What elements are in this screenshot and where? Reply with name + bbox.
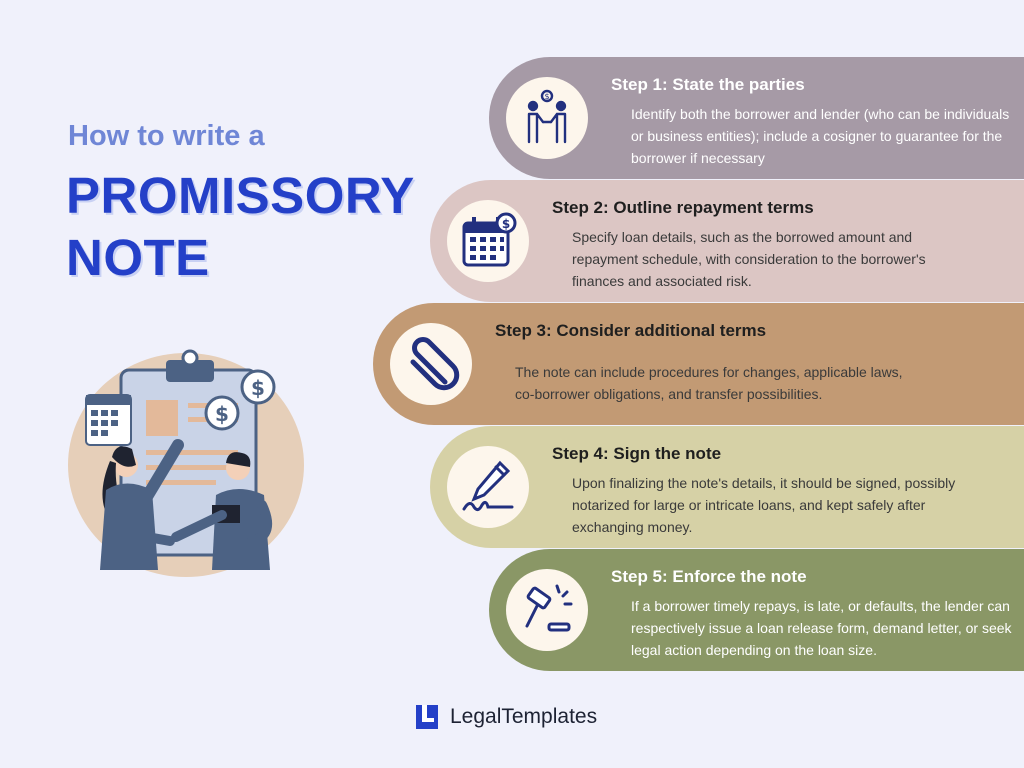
step-1-card: $ Step 1: State the parties Identify bot… bbox=[489, 57, 1024, 179]
paperclip-icon bbox=[410, 337, 460, 391]
pen-signature-icon bbox=[462, 460, 514, 512]
step-5-card: Step 5: Enforce the note If a borrower t… bbox=[489, 549, 1024, 671]
step-1-title: Step 1: State the parties bbox=[611, 75, 805, 94]
step-1-body: Identify both the borrower and lender (w… bbox=[631, 106, 1010, 166]
svg-text:$: $ bbox=[544, 92, 549, 101]
people-signing-illustration: $ $ bbox=[68, 349, 304, 577]
heading-small: How to write a bbox=[68, 120, 265, 152]
gavel-icon bbox=[525, 584, 573, 632]
step-3-body: The note can include procedures for chan… bbox=[515, 364, 903, 402]
heading-note: NOTE bbox=[66, 229, 210, 286]
calendar-dollar-icon: $ bbox=[462, 212, 517, 267]
step-2-body: Specify loan details, such as the borrow… bbox=[572, 229, 926, 289]
step-2-icon-badge: $ bbox=[447, 200, 529, 282]
step-1-icon-badge: $ bbox=[506, 77, 588, 159]
footer-brand: LegalTemplates bbox=[416, 705, 597, 729]
legaltemplates-logo bbox=[416, 705, 438, 729]
svg-text:$: $ bbox=[502, 217, 510, 231]
step-5-title: Step 5: Enforce the note bbox=[611, 567, 807, 586]
step-3-title: Step 3: Consider additional terms bbox=[495, 321, 767, 340]
step-4-title: Step 4: Sign the note bbox=[552, 444, 722, 463]
svg-text:$: $ bbox=[251, 376, 265, 400]
step-2-card: $ Step 2: Outline repayment terms Specif… bbox=[430, 180, 1024, 302]
step-3-card: Step 3: Consider additional terms The no… bbox=[373, 303, 1024, 425]
step-4-icon-badge bbox=[447, 446, 529, 528]
heading-promissory: PROMISSORY bbox=[66, 167, 415, 224]
step-2-title: Step 2: Outline repayment terms bbox=[552, 198, 814, 217]
svg-text:$: $ bbox=[215, 402, 229, 426]
step-4-body: Upon finalizing the note's details, it s… bbox=[572, 475, 956, 535]
step-3-icon-badge bbox=[390, 323, 472, 405]
step-4-card: Step 4: Sign the note Upon finalizing th… bbox=[430, 426, 1024, 548]
step-5-icon-badge bbox=[506, 569, 588, 651]
step-5-body: If a borrower timely repays, is late, or… bbox=[631, 598, 1012, 658]
handshake-exchange-icon: $ bbox=[527, 89, 567, 144]
footer-brand-text: LegalTemplates bbox=[450, 705, 598, 728]
